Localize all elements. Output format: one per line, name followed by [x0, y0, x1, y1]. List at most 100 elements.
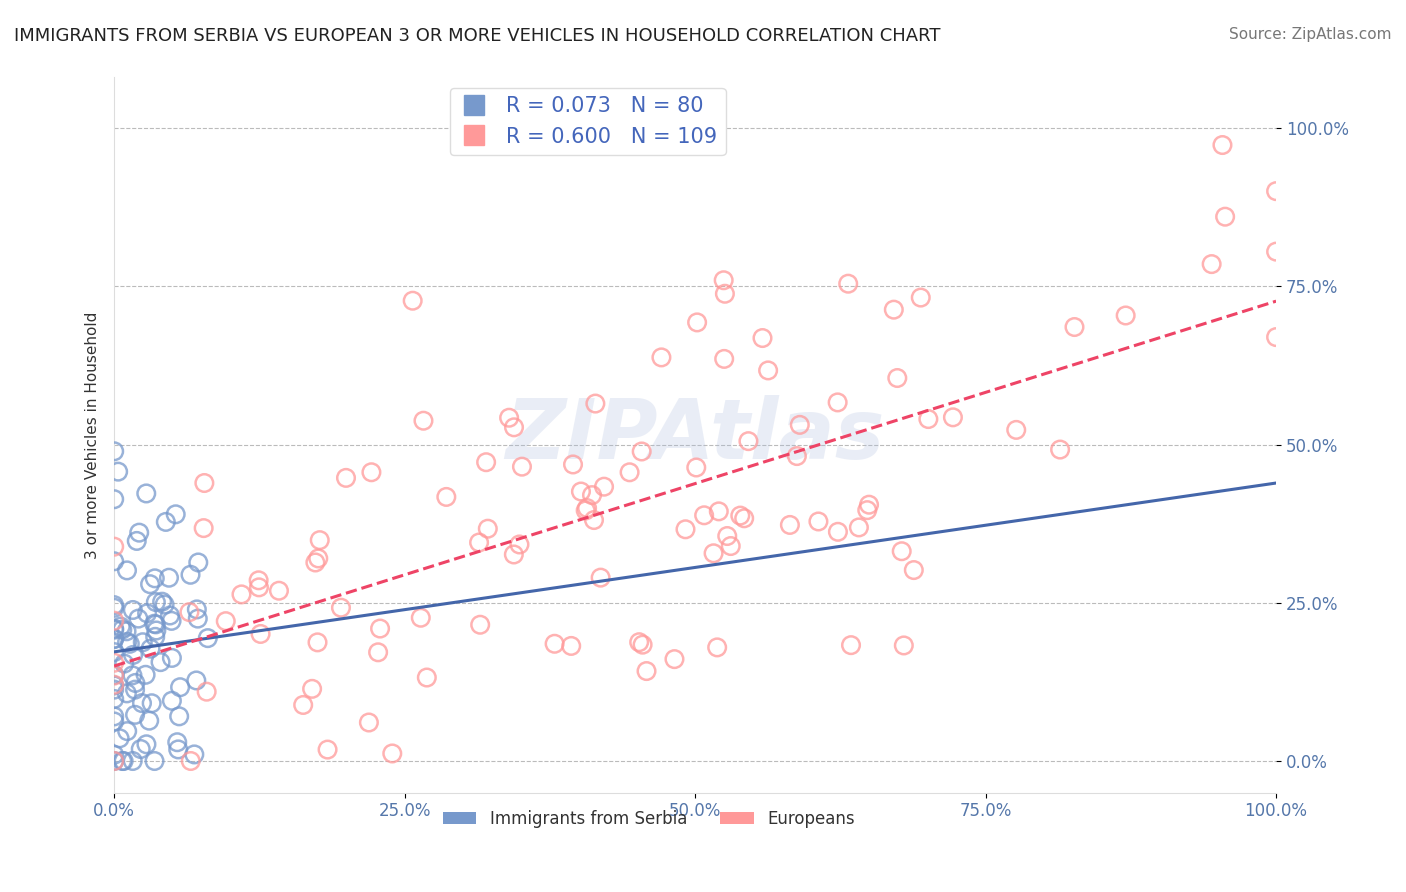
Point [103, 682, 125, 697]
Point [139, 577, 162, 591]
Point [179, 567, 201, 582]
Point [890, 544, 912, 558]
Point [412, 414, 434, 428]
Point [664, 652, 686, 666]
Point [893, 639, 915, 653]
Point [733, 511, 755, 525]
Point [103, 709, 125, 723]
Point [103, 492, 125, 507]
Point [145, 624, 167, 638]
Point [316, 742, 339, 756]
Point [631, 638, 654, 652]
Point [583, 396, 606, 410]
Point [103, 656, 125, 670]
Legend: Immigrants from Serbia, Europeans: Immigrants from Serbia, Europeans [436, 803, 860, 834]
Point [103, 754, 125, 768]
Point [576, 501, 599, 516]
Point [103, 678, 125, 692]
Point [103, 692, 125, 706]
Point [883, 302, 905, 317]
Point [153, 598, 176, 612]
Point [135, 668, 157, 682]
Point [111, 754, 134, 768]
Point [720, 539, 742, 553]
Point [166, 735, 188, 749]
Point [103, 554, 125, 568]
Point [115, 724, 138, 739]
Point [103, 747, 125, 762]
Point [468, 535, 491, 549]
Point [110, 619, 132, 633]
Point [856, 503, 879, 517]
Point [118, 637, 141, 651]
Point [112, 657, 135, 671]
Point [103, 714, 125, 729]
Point [131, 696, 153, 710]
Point [231, 587, 253, 601]
Point [186, 673, 208, 688]
Point [730, 508, 752, 523]
Point [103, 645, 125, 659]
Point [115, 686, 138, 700]
Point [737, 434, 759, 449]
Point [121, 754, 143, 768]
Point [903, 563, 925, 577]
Point [160, 651, 183, 665]
Point [508, 537, 530, 551]
Point [581, 488, 603, 502]
Point [103, 668, 125, 682]
Point [848, 520, 870, 534]
Point [910, 291, 932, 305]
Text: IMMIGRANTS FROM SERBIA VS EUROPEAN 3 OR MORE VEHICLES IN HOUSEHOLD CORRELATION C: IMMIGRANTS FROM SERBIA VS EUROPEAN 3 OR … [14, 27, 941, 45]
Point [136, 607, 159, 621]
Point [307, 551, 329, 566]
Point [145, 617, 167, 632]
Point [1063, 320, 1085, 334]
Point [703, 546, 725, 560]
Point [160, 694, 183, 708]
Point [837, 277, 859, 291]
Point [267, 583, 290, 598]
Point [249, 627, 271, 641]
Point [1211, 138, 1233, 153]
Point [714, 286, 737, 301]
Point [103, 614, 125, 628]
Point [103, 598, 125, 612]
Point [942, 410, 965, 425]
Point [1265, 330, 1288, 344]
Point [402, 293, 425, 308]
Point [247, 574, 270, 588]
Point [103, 444, 125, 458]
Point [827, 524, 849, 539]
Point [1049, 442, 1071, 457]
Point [195, 684, 218, 698]
Point [115, 563, 138, 577]
Point [562, 458, 585, 472]
Point [510, 459, 533, 474]
Point [1005, 423, 1028, 437]
Point [103, 668, 125, 682]
Point [308, 533, 330, 548]
Point [124, 682, 146, 697]
Point [650, 351, 672, 365]
Point [215, 614, 238, 628]
Point [292, 698, 315, 712]
Point [179, 605, 201, 619]
Point [477, 522, 499, 536]
Point [159, 608, 181, 623]
Point [127, 612, 149, 626]
Point [707, 504, 730, 518]
Point [416, 671, 439, 685]
Point [180, 754, 202, 768]
Point [503, 420, 526, 434]
Point [593, 480, 616, 494]
Point [128, 525, 150, 540]
Point [149, 655, 172, 669]
Point [434, 490, 457, 504]
Point [1265, 244, 1288, 259]
Point [1201, 257, 1223, 271]
Point [121, 668, 143, 682]
Point [135, 737, 157, 751]
Point [138, 714, 160, 728]
Point [301, 681, 323, 696]
